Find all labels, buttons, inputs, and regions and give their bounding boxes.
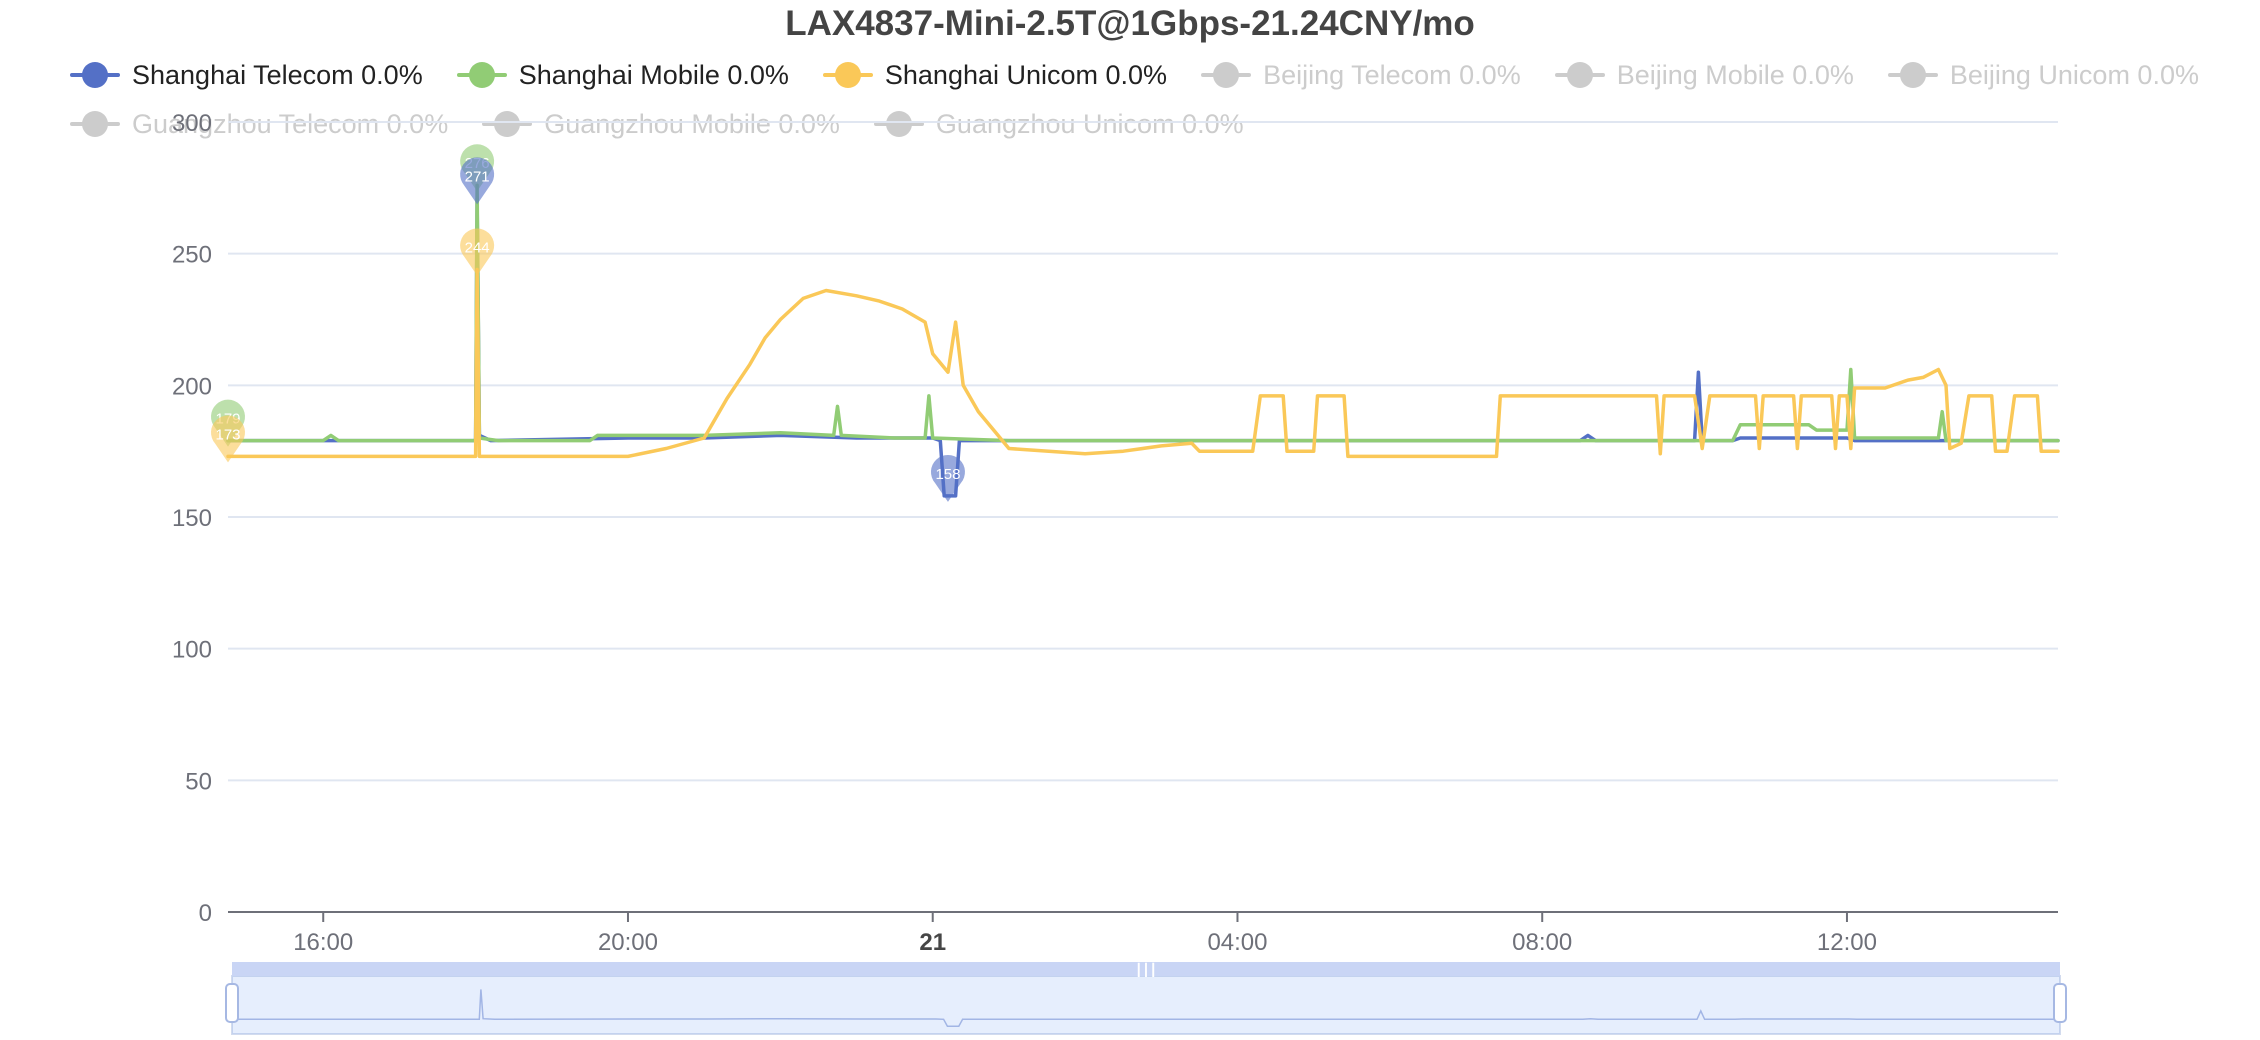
- legend-item[interactable]: Beijing Unicom 0.0%: [1887, 56, 2199, 94]
- legend-label: Guangzhou Unicom 0.0%: [935, 108, 1244, 139]
- zoom-shadow-line: [232, 989, 2060, 1027]
- legend-line-dot-icon: [1201, 62, 1252, 88]
- y-tick-label: 50: [185, 768, 212, 795]
- chart-title: LAX4837-Mini-2.5T@1Gbps-21.24CNY/mo: [785, 4, 1475, 43]
- legend-item[interactable]: Guangzhou Mobile 0.0%: [482, 105, 840, 143]
- legend-item[interactable]: Shanghai Mobile 0.0%: [456, 56, 789, 94]
- mark-point-label: 244: [465, 239, 490, 256]
- mark-point-pin: 173: [211, 415, 245, 463]
- y-tick-label: 150: [172, 505, 212, 532]
- x-tick-label: 20:00: [598, 929, 658, 956]
- x-tick-label: 16:00: [293, 929, 353, 956]
- legend-item[interactable]: Guangzhou Unicom 0.0%: [873, 105, 1244, 143]
- legend-label: Beijing Unicom 0.0%: [1949, 59, 2199, 90]
- legend-line-dot-icon: [456, 62, 507, 88]
- legend-item[interactable]: Beijing Telecom 0.0%: [1201, 56, 1521, 94]
- legend-label: Shanghai Unicom 0.0%: [884, 59, 1168, 90]
- zoom-grip-icon: ┃┃┃: [1135, 962, 1157, 977]
- mark-point-label: 158: [935, 466, 960, 483]
- legend-label: Guangzhou Telecom 0.0%: [132, 108, 449, 139]
- mark-point-pin: 244: [460, 228, 495, 276]
- mark-point-pin: 158: [930, 454, 965, 502]
- legend-line-dot-icon: [482, 111, 533, 137]
- zoom-handle[interactable]: [225, 983, 239, 1023]
- mark-point-label: 271: [465, 168, 490, 185]
- legend-line-dot-icon: [873, 111, 924, 137]
- y-tick-label: 300: [172, 110, 212, 137]
- legend-line-dot-icon: [1554, 62, 1605, 88]
- y-tick-label: 250: [172, 242, 212, 269]
- chart-legend: Shanghai Telecom 0.0% Shanghai Mobile 0.0…: [70, 56, 2250, 143]
- legend-line-dot-icon: [70, 111, 120, 137]
- legend-item[interactable]: Shanghai Unicom 0.0%: [822, 56, 1168, 94]
- legend-item[interactable]: Guangzhou Telecom 0.0%: [70, 105, 448, 143]
- mark-point-label: 173: [215, 426, 240, 443]
- y-tick-label: 0: [199, 900, 212, 927]
- series-line: [226, 183, 2060, 443]
- legend-label: Guangzhou Mobile 0.0%: [544, 108, 840, 139]
- legend-label: Shanghai Telecom 0.0%: [132, 59, 423, 90]
- series-line: [226, 267, 2060, 459]
- zoom-selection: [232, 976, 2060, 1034]
- legend-line-dot-icon: [1887, 62, 1938, 88]
- mark-point-pin: 271: [460, 157, 495, 205]
- x-tick-label: 12:00: [1817, 929, 1877, 956]
- pin-shape: [460, 157, 495, 205]
- zoom-handle[interactable]: [2053, 983, 2067, 1023]
- x-tick-label: 04:00: [1207, 929, 1267, 956]
- y-tick-label: 200: [172, 373, 212, 400]
- series-line: [226, 196, 2060, 498]
- pin-shape: [930, 454, 965, 502]
- x-tick-label: 08:00: [1512, 929, 1572, 956]
- pin-shape: [211, 415, 245, 463]
- legend-item[interactable]: Shanghai Telecom 0.0%: [70, 56, 423, 94]
- legend-label: Beijing Mobile 0.0%: [1616, 59, 1854, 90]
- zoom-move-bar[interactable]: [232, 962, 2060, 976]
- legend-line-dot-icon: [70, 62, 120, 88]
- x-tick-label: 21: [919, 929, 946, 956]
- legend-label: Beijing Telecom 0.0%: [1263, 59, 1521, 90]
- legend-line-dot-icon: [822, 62, 873, 88]
- legend-label: Shanghai Mobile 0.0%: [518, 59, 789, 90]
- legend-item[interactable]: Beijing Mobile 0.0%: [1554, 56, 1854, 94]
- pin-shape: [460, 228, 495, 276]
- y-tick-label: 100: [172, 637, 212, 664]
- data-zoom-slider[interactable]: ┃┃┃: [225, 962, 2067, 1035]
